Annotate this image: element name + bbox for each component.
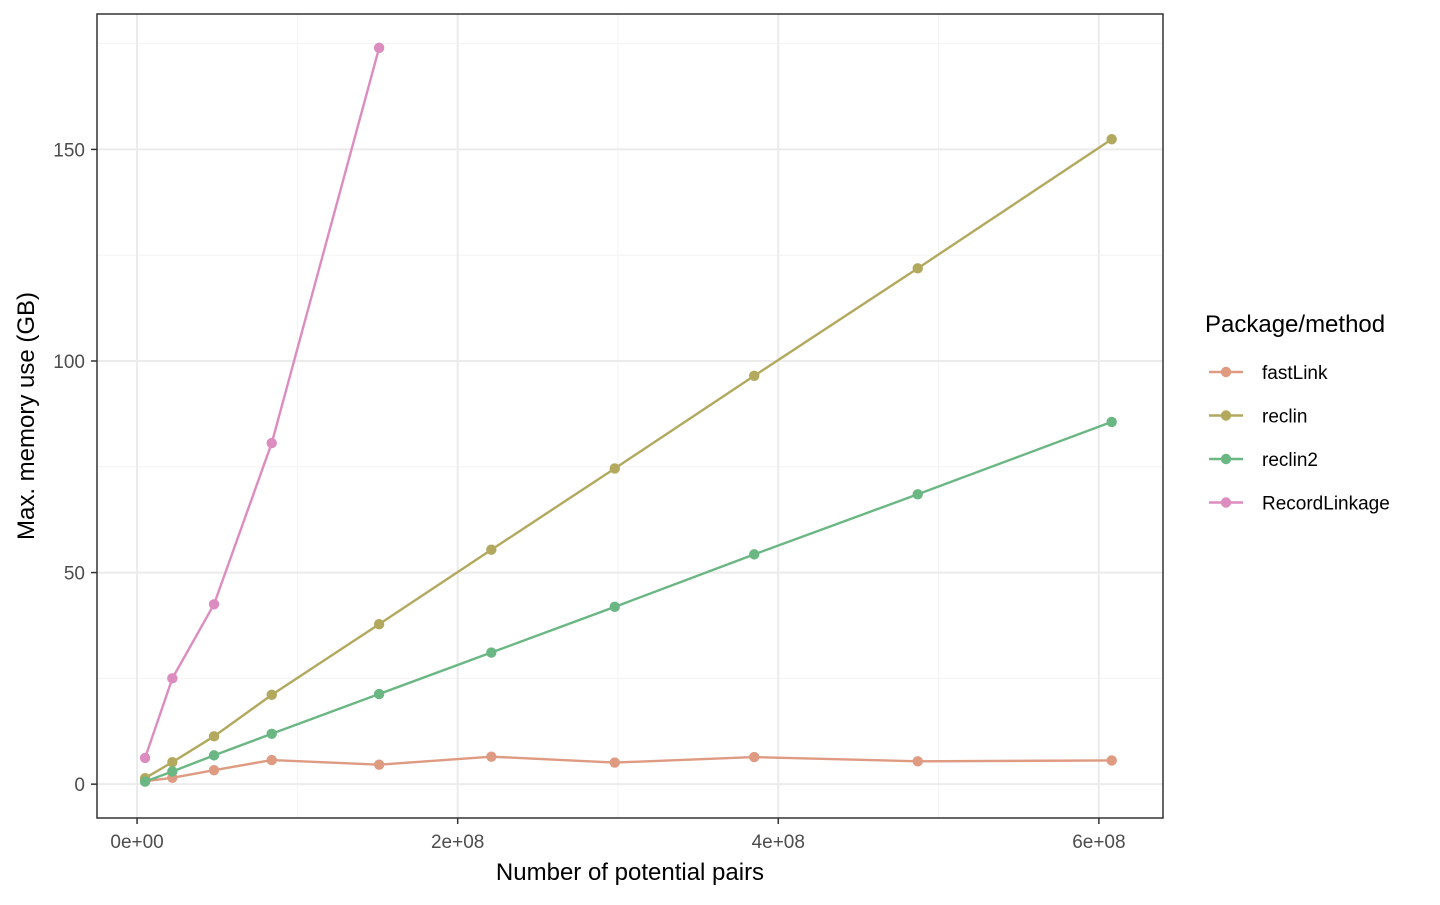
- series-fastlink: [139, 751, 1117, 787]
- grid-layer: [97, 14, 1163, 818]
- y-tick-label: 0: [74, 775, 85, 796]
- series-line: [144, 138, 1113, 780]
- series-recordlinkage: [139, 42, 385, 764]
- legend-item-recordlinkage: RecordLinkage: [1209, 494, 1390, 515]
- data-point: [266, 437, 277, 449]
- legend-key-point: [1220, 497, 1232, 508]
- series-line: [144, 755, 1112, 783]
- legend-label: reclin2: [1262, 450, 1318, 471]
- legend: Package/method fastLink reclin reclin2 Reco…: [1205, 311, 1390, 515]
- data-point: [749, 751, 760, 763]
- x-axis-title: Number of potential pairs: [496, 859, 764, 886]
- y-tick-label: 50: [64, 564, 85, 585]
- data-point: [167, 673, 178, 684]
- legend-item-reclin2: reclin2: [1209, 450, 1318, 471]
- data-point: [486, 647, 497, 658]
- data-point: [208, 764, 220, 776]
- y-tick-label: 100: [53, 352, 85, 373]
- data-point: [208, 731, 220, 742]
- data-point: [609, 601, 620, 613]
- series-line: [143, 47, 381, 759]
- data-point: [139, 752, 151, 764]
- legend-items: fastLink reclin reclin2 RecordLinkage: [1209, 363, 1390, 515]
- data-point: [167, 766, 178, 777]
- legend-label: reclin: [1262, 407, 1307, 428]
- data-point: [373, 759, 385, 770]
- data-point: [139, 776, 151, 787]
- legend-key-point: [1220, 410, 1232, 421]
- plot-panel-border: [96, 13, 1164, 819]
- data-point: [373, 42, 385, 54]
- legend-title: Package/method: [1205, 311, 1385, 338]
- x-tick-label: 6e+08: [1072, 832, 1125, 853]
- data-point: [208, 599, 220, 610]
- data-point: [373, 618, 385, 630]
- legend-key-point: [1220, 366, 1232, 378]
- data-point: [266, 728, 277, 739]
- legend-label: fastLink: [1262, 363, 1328, 384]
- data-point: [912, 756, 923, 767]
- data-point: [266, 689, 277, 701]
- series-layer: [139, 42, 1117, 787]
- data-point: [1106, 416, 1117, 428]
- legend-key-point: [1220, 453, 1232, 465]
- data-point: [609, 463, 620, 474]
- data-point: [912, 489, 923, 500]
- series-line: [144, 420, 1113, 783]
- data-point: [1106, 755, 1117, 766]
- data-point: [912, 263, 923, 274]
- series-reclin2: [139, 416, 1117, 787]
- data-point: [1106, 134, 1117, 145]
- x-tick-label: 0e+00: [110, 832, 163, 853]
- data-point: [266, 754, 277, 766]
- legend-label: RecordLinkage: [1262, 494, 1390, 515]
- y-axis-title: Max. memory use (GB): [13, 292, 40, 540]
- legend-item-reclin: reclin: [1209, 407, 1307, 428]
- data-point: [749, 370, 760, 381]
- axis-layer: 0e+00 2e+08 4e+08 6e+08 0 50 100 150: [53, 140, 1125, 853]
- data-point: [749, 549, 760, 560]
- series-reclin: [139, 134, 1117, 784]
- x-tick-label: 2e+08: [431, 832, 484, 853]
- data-point: [609, 757, 620, 768]
- data-point: [486, 544, 497, 555]
- data-point: [373, 688, 385, 700]
- data-point: [486, 751, 497, 762]
- y-tick-label: 150: [53, 140, 85, 161]
- legend-item-fastlink: fastLink: [1209, 363, 1328, 384]
- data-point: [208, 750, 220, 761]
- data-point: [167, 756, 178, 768]
- x-tick-label: 4e+08: [752, 832, 805, 853]
